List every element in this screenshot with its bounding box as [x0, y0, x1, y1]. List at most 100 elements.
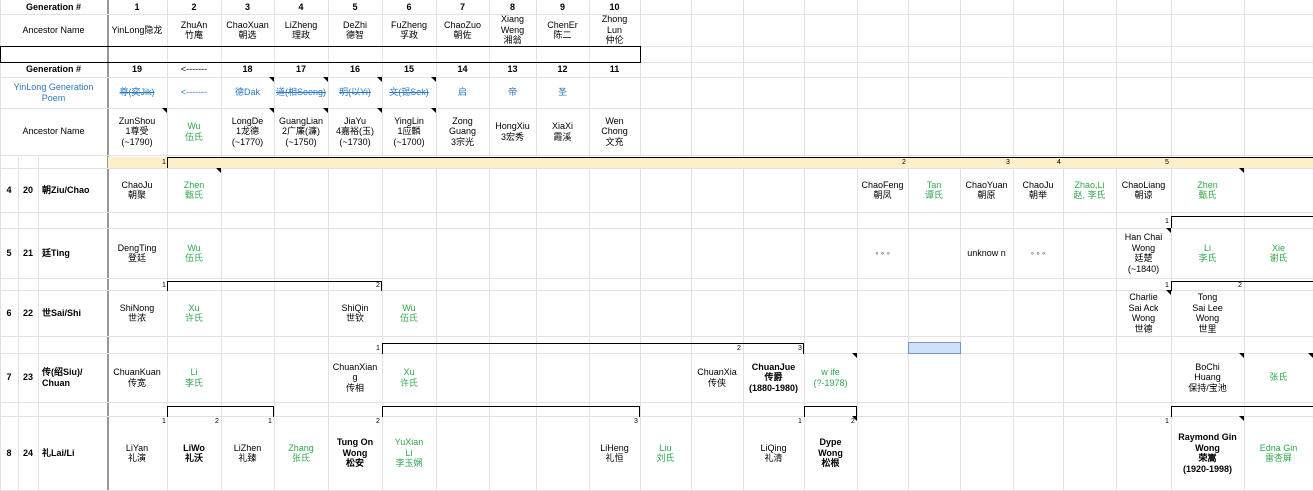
person-cell[interactable]: ShiQin 世钦	[341, 302, 369, 324]
spouse-cell[interactable]: Wu 伍氏	[184, 242, 203, 264]
person-cell[interactable]: unknow n	[967, 247, 1006, 258]
row-num-7: 7	[6, 372, 12, 383]
gen2-num-1: 19	[131, 64, 142, 75]
row-name-shi: 世Sai/Shi	[42, 307, 82, 318]
spouse-cell[interactable]: YuXian Li 李玉娴	[394, 437, 424, 469]
bar-number: 2	[737, 345, 741, 352]
person-cell[interactable]: ChaoJu 朝聚	[121, 179, 153, 201]
row-name-chao: 朝Ziu/Chao	[42, 184, 90, 195]
spouse-cell[interactable]: Wu 伍氏	[399, 302, 418, 324]
person-cell[interactable]: ChuanXian g 传相	[332, 361, 378, 393]
bar-number: 2	[215, 418, 219, 425]
ancestor-label-top: Ancestor Name	[22, 24, 85, 35]
poem-3: 德Dak	[234, 87, 260, 98]
empty-boxed-row	[0, 46, 641, 63]
person-cell[interactable]: LiQing 礼清	[760, 442, 787, 464]
person-cell[interactable]: LiHeng 礼恒	[600, 442, 629, 464]
person-cell[interactable]: Charlie Sai Ack Wong 世德	[1128, 292, 1159, 334]
comment-marker	[269, 77, 274, 82]
bar-number: 2	[376, 418, 380, 425]
gen2-num-8: 13	[507, 64, 518, 75]
comment-marker	[1239, 168, 1244, 173]
bar-number: 4	[1057, 159, 1061, 166]
spouse-cell[interactable]: Li 李氏	[1198, 242, 1217, 264]
ancestor-top-8: Xiang Weng 湘翁	[500, 14, 525, 46]
bar-number: 2	[376, 282, 380, 289]
comment-marker	[852, 416, 857, 421]
spouse-cell[interactable]: Zhen 甄氏	[1197, 179, 1218, 201]
person-cell[interactable]: DengTing 登廷	[117, 242, 157, 264]
gen2-num-10: 11	[609, 64, 620, 75]
person-cell[interactable]: Dype Wong 松根	[818, 437, 843, 469]
spouse-cell[interactable]: Zhao,Li 赵, 李氏	[1073, 179, 1106, 201]
connector-bracket	[1171, 406, 1313, 417]
selected-cell[interactable]	[908, 342, 961, 354]
comment-marker	[377, 77, 382, 82]
person-cell[interactable]: Tung On Wong 松安	[336, 437, 374, 469]
spouse-cell[interactable]: Tan 谭氏	[924, 179, 943, 201]
person-cell[interactable]: ShiNong 世浓	[119, 302, 155, 324]
poem-1: 尊(奕Jik)	[119, 87, 155, 98]
gen-num-8: 8	[509, 1, 515, 12]
poem-6: 文(锡Sek)	[389, 87, 429, 98]
poem-9: 圣	[557, 87, 567, 98]
person-cell[interactable]: LiWo 礼沃	[183, 442, 205, 464]
person-cell[interactable]: LiZhen 礼臻	[233, 442, 262, 464]
spouse-cell[interactable]: Zhen 甄氏	[183, 179, 205, 201]
spouse-cell[interactable]: 张氏	[1269, 372, 1288, 383]
row-gen-21: 21	[22, 247, 33, 258]
spouse-cell[interactable]: w ife (?-1978)	[813, 367, 848, 388]
connector-bracket	[167, 281, 382, 291]
bar-number: 3	[1006, 159, 1010, 166]
gen-num-6: 6	[406, 1, 412, 12]
person-cell[interactable]: ChaoYuan 朝原	[965, 179, 1008, 201]
person-cell[interactable]: Tong Sai Lee Wong 世里	[1192, 292, 1223, 334]
bar-number: 2	[1238, 282, 1242, 289]
person-cell[interactable]: ChuanJue 传爵 (1880-1980)	[748, 361, 799, 393]
comment-marker	[1166, 290, 1171, 295]
gen2-num-2: <-------	[180, 64, 208, 75]
connector-bracket	[804, 406, 857, 417]
placeholder-cell[interactable]: ◦ ◦ ◦	[875, 247, 890, 258]
poem-4: 道(相Soeng)	[275, 87, 327, 98]
person-cell[interactable]: ChaoLiang 朝谅	[1121, 179, 1166, 201]
row-gen-20: 20	[22, 184, 33, 195]
gen-num-2: 2	[191, 1, 197, 12]
spouse-cell[interactable]: Xu 许氏	[399, 367, 418, 388]
comment-marker	[162, 108, 167, 113]
person-cell[interactable]: ChaoJu 朝举	[1022, 179, 1054, 201]
bar-number: 1	[1165, 282, 1169, 289]
spouse-cell[interactable]: Xu 许氏	[184, 302, 203, 324]
ancestor2-1: ZunShou 1尊受 (~1790)	[118, 115, 156, 147]
ancestor-top-2: ZhuAn 竹庵	[180, 19, 208, 41]
connector-bracket	[1171, 281, 1313, 291]
gen2-num-9: 12	[557, 64, 568, 75]
spouse-cell[interactable]: Li 李氏	[184, 367, 203, 388]
gen-header-top: Generation #	[25, 1, 81, 12]
bar-number: 1	[376, 345, 380, 352]
gen2-num-7: 14	[457, 64, 468, 75]
spouse-cell[interactable]: Edna Gin 雷杏屏	[1259, 442, 1298, 464]
person-cell[interactable]: ChuanXia 传侠	[697, 367, 737, 388]
bar-number: 3	[798, 345, 802, 352]
highlight-band	[108, 157, 1313, 168]
comment-marker	[1239, 416, 1244, 421]
placeholder-cell[interactable]: ◦ ◦ ◦	[1030, 247, 1046, 258]
person-cell[interactable]: Han Chai Wong 廷楚 (~1840)	[1124, 232, 1163, 274]
row-num-8: 8	[6, 447, 12, 458]
gen2-num-4: 17	[295, 64, 306, 75]
person-cell[interactable]: Raymond Gin Wong 荣嵩 (1920-1998)	[1178, 432, 1237, 474]
person-cell[interactable]: BoChi Huang 保持/宝池	[1188, 361, 1227, 393]
person-cell[interactable]: ChaoFeng 朝凤	[861, 179, 904, 201]
spouse-cell[interactable]: Xie 谢氏	[1269, 242, 1288, 264]
spouse-cell[interactable]: Liu 刘氏	[656, 442, 675, 464]
row-num-6: 6	[6, 307, 12, 318]
spouse-cell[interactable]: Zhang 张氏	[288, 442, 314, 464]
person-cell[interactable]: LiYan 礼演	[125, 442, 149, 464]
bar-number: 1	[1165, 218, 1169, 225]
person-cell[interactable]: ChuanKuan 传宽	[113, 367, 161, 388]
ancestor2-4: GuangLian 2广廉(濂) (~1750)	[278, 115, 324, 147]
connector-bracket	[167, 406, 274, 417]
gen2-num-6: 15	[403, 64, 414, 75]
